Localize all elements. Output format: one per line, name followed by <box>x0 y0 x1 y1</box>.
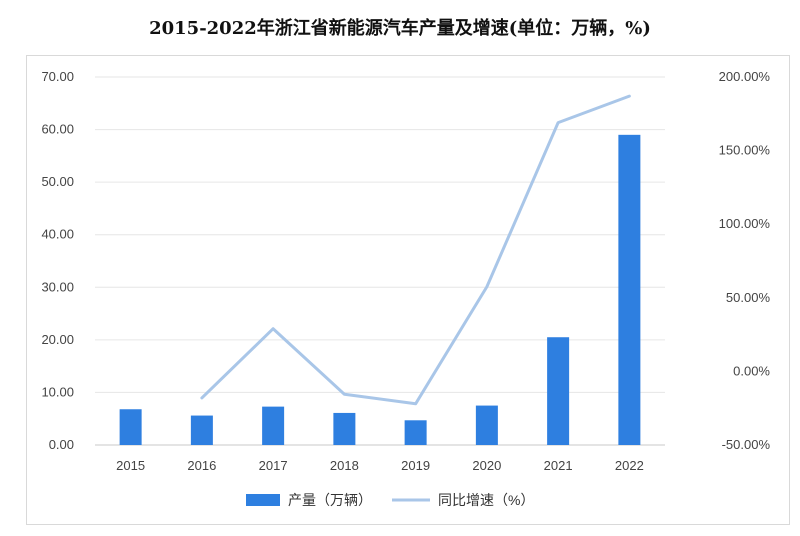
x-tick-label: 2015 <box>116 458 145 473</box>
y-right-tick-label: 50.00% <box>726 290 771 305</box>
line-series <box>200 94 631 406</box>
right-axis-ticks: -50.00% 0.00% 50.00% 100.00% 150.00% 200.00% <box>719 69 771 452</box>
gridlines <box>95 76 665 446</box>
x-tick-label: 2020 <box>472 458 501 473</box>
bar <box>190 415 213 445</box>
y-left-tick-label: 40.00 <box>41 227 74 242</box>
x-tick-label: 2022 <box>615 458 644 473</box>
y-left-tick-label: 30.00 <box>41 279 74 294</box>
chart-title: 2015-2022年浙江省新能源汽车产量及增速(单位：万辆，%) <box>149 18 651 39</box>
x-tick-label: 2016 <box>187 458 216 473</box>
bar <box>547 337 570 445</box>
chart-frame <box>26 55 790 525</box>
x-tick-label: 2019 <box>401 458 430 473</box>
y-left-tick-label: 0.00 <box>49 437 74 452</box>
bar <box>475 405 498 445</box>
y-left-tick-label: 70.00 <box>41 69 74 84</box>
bar <box>262 406 285 445</box>
y-right-tick-label: -50.00% <box>722 437 771 452</box>
y-right-tick-label: 0.00% <box>733 363 770 378</box>
y-left-tick-label: 60.00 <box>41 122 74 137</box>
x-tick-label: 2017 <box>259 458 288 473</box>
y-right-tick-label: 100.00% <box>719 216 771 231</box>
y-right-tick-label: 150.00% <box>719 143 771 158</box>
legend: 产量（万辆） 同比增速（%） <box>246 492 534 508</box>
bar <box>119 409 142 445</box>
y-right-tick-label: 200.00% <box>719 69 771 84</box>
y-left-tick-label: 10.00 <box>41 384 74 399</box>
legend-label-line: 同比增速（%） <box>438 492 534 508</box>
left-axis-ticks: 0.00 10.00 20.00 30.00 40.00 50.00 60.00 70.00 <box>41 69 74 452</box>
bar <box>618 134 641 446</box>
y-left-tick-label: 50.00 <box>41 174 74 189</box>
x-axis-ticks: 2015 2016 2017 2018 2019 2020 2021 2022 <box>116 458 644 473</box>
y-left-tick-label: 20.00 <box>41 332 74 347</box>
legend-label-bar: 产量（万辆） <box>288 492 372 508</box>
legend-swatch-bar <box>246 494 280 506</box>
bar-series <box>119 134 641 446</box>
x-tick-label: 2018 <box>330 458 359 473</box>
bar <box>333 412 356 445</box>
x-tick-label: 2021 <box>544 458 573 473</box>
bar <box>404 420 427 445</box>
